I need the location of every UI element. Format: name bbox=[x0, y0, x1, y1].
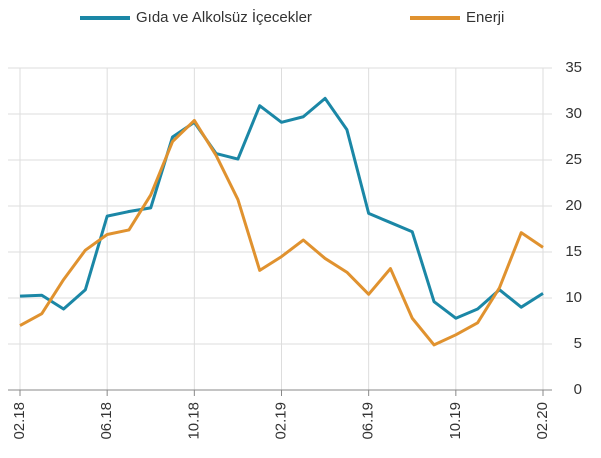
x-tick-label: 02.20 bbox=[534, 402, 551, 440]
line-series bbox=[19, 96, 544, 320]
y-tick-label: 20 bbox=[565, 197, 582, 214]
line-series bbox=[19, 118, 544, 347]
y-tick-label: 35 bbox=[565, 59, 582, 76]
x-tick-label: 06.19 bbox=[360, 402, 377, 440]
y-tick-label: 25 bbox=[565, 151, 582, 168]
x-tick-label: 10.18 bbox=[185, 402, 202, 440]
legend-label: Enerji bbox=[466, 9, 504, 26]
x-tick-label: 10.19 bbox=[447, 402, 464, 440]
x-tick-label: 02.19 bbox=[272, 402, 289, 440]
x-tick-label: 02.18 bbox=[11, 402, 28, 440]
y-tick-label: 15 bbox=[565, 243, 582, 260]
x-tick-label: 06.18 bbox=[98, 402, 115, 440]
y-tick-label: 0 bbox=[574, 381, 582, 398]
y-tick-label: 10 bbox=[565, 289, 582, 306]
legend-label: Gıda ve Alkolsüz İçecekler bbox=[136, 8, 312, 26]
y-tick-label: 30 bbox=[565, 105, 582, 122]
y-tick-label: 5 bbox=[574, 335, 582, 352]
